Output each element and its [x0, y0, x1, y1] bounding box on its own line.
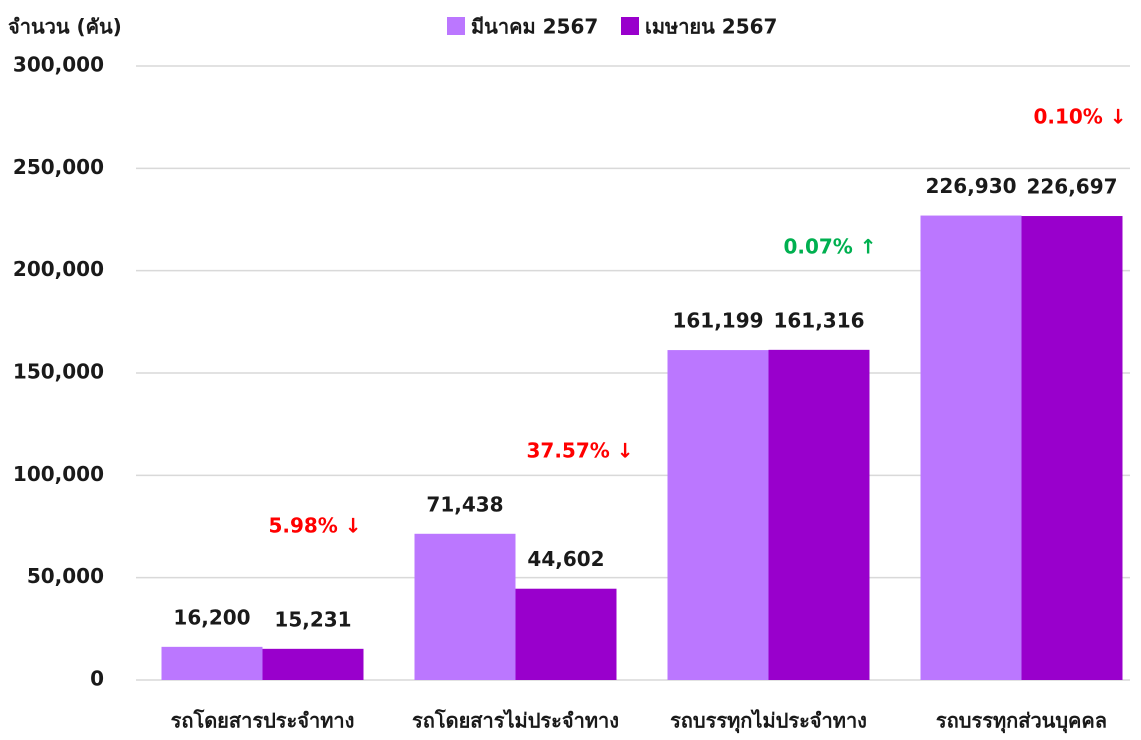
bar: [161, 646, 263, 680]
y-tick-label: 300,000: [13, 53, 104, 77]
legend-label: มีนาคม 2567: [471, 15, 598, 39]
legend-label: เมษายน 2567: [645, 15, 777, 39]
y-tick-label: 50,000: [27, 564, 104, 588]
y-tick-label: 200,000: [13, 257, 104, 281]
annotation: 37.57% ↓: [526, 439, 633, 463]
bar: [667, 350, 769, 680]
data-label: 226,697: [1026, 175, 1117, 199]
data-label: 226,930: [925, 174, 1016, 198]
legend-swatch: [621, 17, 639, 35]
data-label: 161,199: [672, 309, 763, 333]
legend-swatch: [447, 17, 465, 35]
y-tick-label: 250,000: [13, 155, 104, 179]
y-axis-title: จำนวน (คัน): [8, 15, 122, 39]
data-label: 44,602: [527, 547, 604, 571]
bar: [414, 533, 516, 680]
data-label: 15,231: [274, 607, 351, 631]
data-label: 16,200: [173, 605, 250, 629]
x-tick-label: รถโดยสารไม่ประจำทาง: [412, 709, 619, 733]
x-tick-label: รถบรรทุกไม่ประจำทาง: [670, 709, 867, 734]
annotation: 0.10% ↓: [1033, 105, 1126, 129]
y-tick-label: 0: [90, 667, 104, 691]
bar: [920, 215, 1022, 680]
y-tick-label: 150,000: [13, 360, 104, 384]
data-label: 161,316: [773, 308, 864, 332]
bar: [1021, 216, 1123, 681]
annotation: 5.98% ↓: [268, 514, 361, 538]
x-tick-label: รถบรรทุกส่วนบุคคล: [936, 709, 1107, 734]
data-label: 71,438: [426, 492, 503, 516]
bar: [515, 588, 617, 680]
bar: [768, 349, 870, 680]
y-tick-label: 100,000: [13, 462, 104, 486]
x-tick-label: รถโดยสารประจำทาง: [171, 709, 355, 733]
bar: [262, 648, 364, 680]
annotation: 0.07% ↑: [783, 235, 876, 259]
